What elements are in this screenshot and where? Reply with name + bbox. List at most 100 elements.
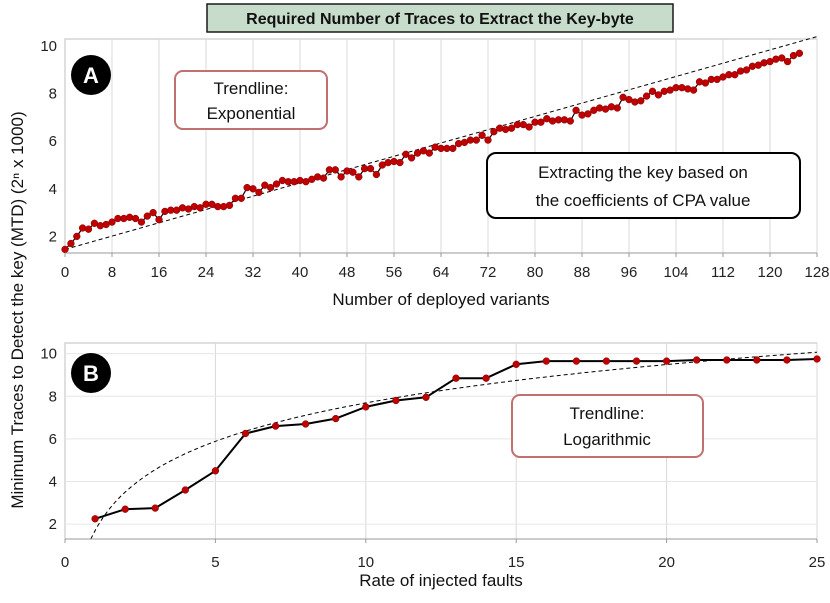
data-point <box>742 66 751 74</box>
data-point <box>290 178 298 186</box>
data-point <box>525 123 533 131</box>
data-point <box>121 505 129 513</box>
data-point <box>602 357 611 365</box>
data-point <box>662 357 671 365</box>
data-point <box>760 59 768 67</box>
data-point <box>595 104 604 112</box>
data-point <box>490 128 498 136</box>
panel-a-x-ticks: 0 8 16 24 32 40 48 56 64 72 80 88 96 104 112 120 128 <box>61 252 830 281</box>
data-point <box>654 91 663 99</box>
data-point <box>73 232 81 241</box>
data-point <box>748 62 757 70</box>
x-tick-label: 96 <box>621 264 638 281</box>
panel-b-badge-label: B <box>83 361 99 386</box>
data-point <box>542 357 550 365</box>
data-point <box>331 166 339 174</box>
panel-b-x-axis-title: Rate of injected faults <box>359 571 522 590</box>
data-point <box>337 173 345 181</box>
panel-a-note-line1: Extracting the key based on <box>538 163 748 182</box>
y-tick-label: 2 <box>49 516 57 533</box>
data-point <box>131 214 140 223</box>
data-point <box>149 208 157 217</box>
data-point <box>482 374 490 382</box>
panel-b-chart: 2 4 6 8 10 0 5 10 15 20 25 <box>40 342 825 571</box>
x-tick-label: 0 <box>61 264 69 281</box>
data-point <box>349 168 357 176</box>
data-point <box>560 116 569 124</box>
data-point <box>753 356 761 364</box>
trendline <box>90 351 818 540</box>
data-point <box>584 110 592 118</box>
data-point <box>384 158 392 167</box>
data-point <box>108 218 116 226</box>
data-point <box>355 173 363 181</box>
data-point <box>512 360 520 368</box>
panel-a-badge-label: A <box>83 63 99 88</box>
data-point <box>613 104 621 112</box>
data-point <box>431 143 439 151</box>
x-tick-label: 15 <box>508 554 525 571</box>
data-point <box>407 154 416 162</box>
data-point <box>78 224 87 232</box>
data-point <box>278 176 287 185</box>
data-point <box>91 515 99 523</box>
x-tick-label: 48 <box>339 264 356 281</box>
x-tick-label: 0 <box>61 554 69 571</box>
data-point <box>243 183 251 192</box>
data-point <box>723 356 731 364</box>
data-point <box>701 79 710 87</box>
y-tick-label: 10 <box>40 346 57 363</box>
data-point <box>249 185 257 193</box>
x-tick-label: 120 <box>757 264 782 281</box>
y-tick-label: 8 <box>49 86 57 103</box>
data-point <box>67 239 75 248</box>
data-point <box>422 393 430 401</box>
x-tick-label: 64 <box>433 264 450 281</box>
x-tick-label: 20 <box>658 554 675 571</box>
panel-b-trendline-label-line1: Trendline: <box>570 404 645 423</box>
data-point <box>689 86 698 94</box>
y-tick-label: 8 <box>49 388 57 405</box>
x-tick-label: 112 <box>711 264 735 281</box>
x-tick-label: 8 <box>108 264 116 281</box>
x-tick-label: 104 <box>663 264 688 281</box>
data-point <box>266 183 275 192</box>
shared-y-axis-title: Minimum Traces to Detect the key (MTD) (… <box>8 111 27 508</box>
x-tick-label: 40 <box>292 264 309 281</box>
x-tick-label: 128 <box>804 264 829 281</box>
y-tick-label: 6 <box>49 133 57 150</box>
data-point <box>607 103 616 111</box>
x-tick-label: 80 <box>527 264 544 281</box>
x-tick-label: 16 <box>151 264 168 281</box>
data-point <box>143 212 151 220</box>
data-point <box>296 176 304 185</box>
data-point <box>678 84 686 92</box>
x-tick-label: 56 <box>386 264 403 281</box>
x-tick-label: 32 <box>245 264 262 281</box>
data-point <box>137 218 146 226</box>
x-tick-label: 5 <box>211 554 219 571</box>
panel-a-x-axis-title: Number of deployed variants <box>332 290 549 309</box>
data-point <box>648 87 657 95</box>
data-point <box>151 504 159 512</box>
data-point <box>225 201 234 210</box>
data-point <box>272 180 281 188</box>
data-point <box>161 207 169 216</box>
panel-a-y-ticks: 2 4 6 8 10 <box>40 38 57 245</box>
data-point <box>484 136 492 144</box>
data-point <box>237 194 245 202</box>
data-point <box>772 55 780 63</box>
panel-a-trendline <box>64 36 818 250</box>
y-tick-label: 2 <box>49 228 57 245</box>
data-point <box>332 414 340 423</box>
x-tick-label: 72 <box>480 264 497 281</box>
data-point <box>362 403 370 411</box>
title-box <box>206 3 674 33</box>
x-tick-label: 88 <box>574 264 591 281</box>
data-point <box>783 57 792 66</box>
data-point <box>241 429 250 438</box>
data-point <box>271 422 280 430</box>
data-point <box>736 67 745 75</box>
